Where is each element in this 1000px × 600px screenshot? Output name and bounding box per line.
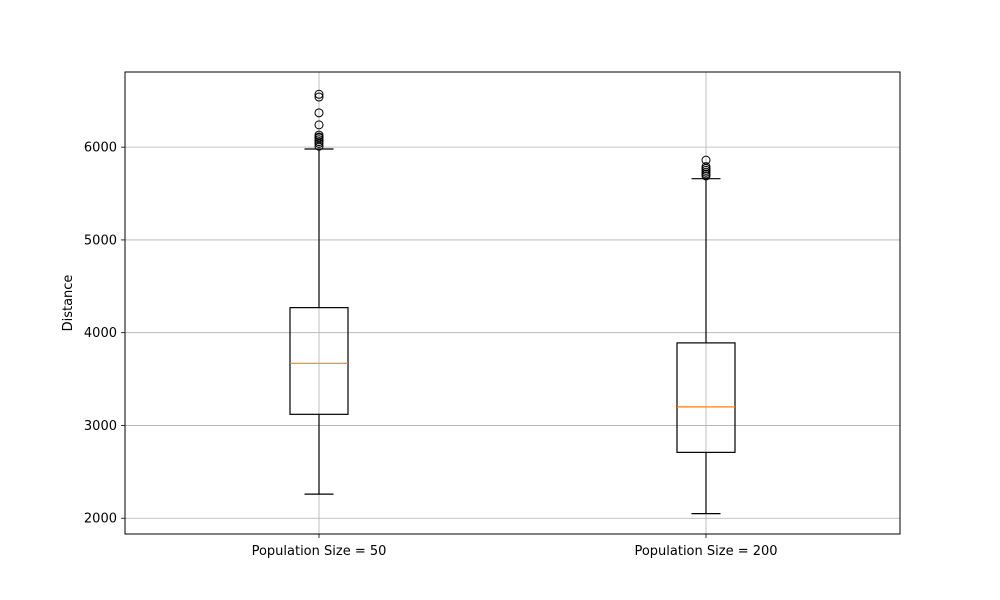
y-tick-label: 6000 [84,141,117,156]
y-tick-label: 4000 [84,326,117,341]
y-axis-title: Distance [61,275,76,332]
outlier-point [314,92,324,102]
box-2 [676,155,736,515]
y-tick-label: 3000 [84,419,117,434]
iqr-box [289,307,349,415]
outlier-point [314,108,324,118]
box-1 [289,89,349,495]
y-tick-label: 2000 [84,512,117,527]
outlier-point [314,89,324,99]
boxes [289,89,736,515]
outlier-point [701,155,711,165]
x-tick-label: Population Size = 200 [634,544,777,559]
outlier-point [701,162,711,172]
outlier-point [314,120,324,130]
plot-area-frame [124,71,901,535]
axis-ticks: 2000 3000 4000 5000 6000 Population Size = 50… [84,141,778,559]
iqr-box [676,342,736,453]
y-tick-label: 5000 [84,233,117,248]
outlier-point [314,130,324,140]
x-tick-label: Population Size = 50 [252,544,387,559]
